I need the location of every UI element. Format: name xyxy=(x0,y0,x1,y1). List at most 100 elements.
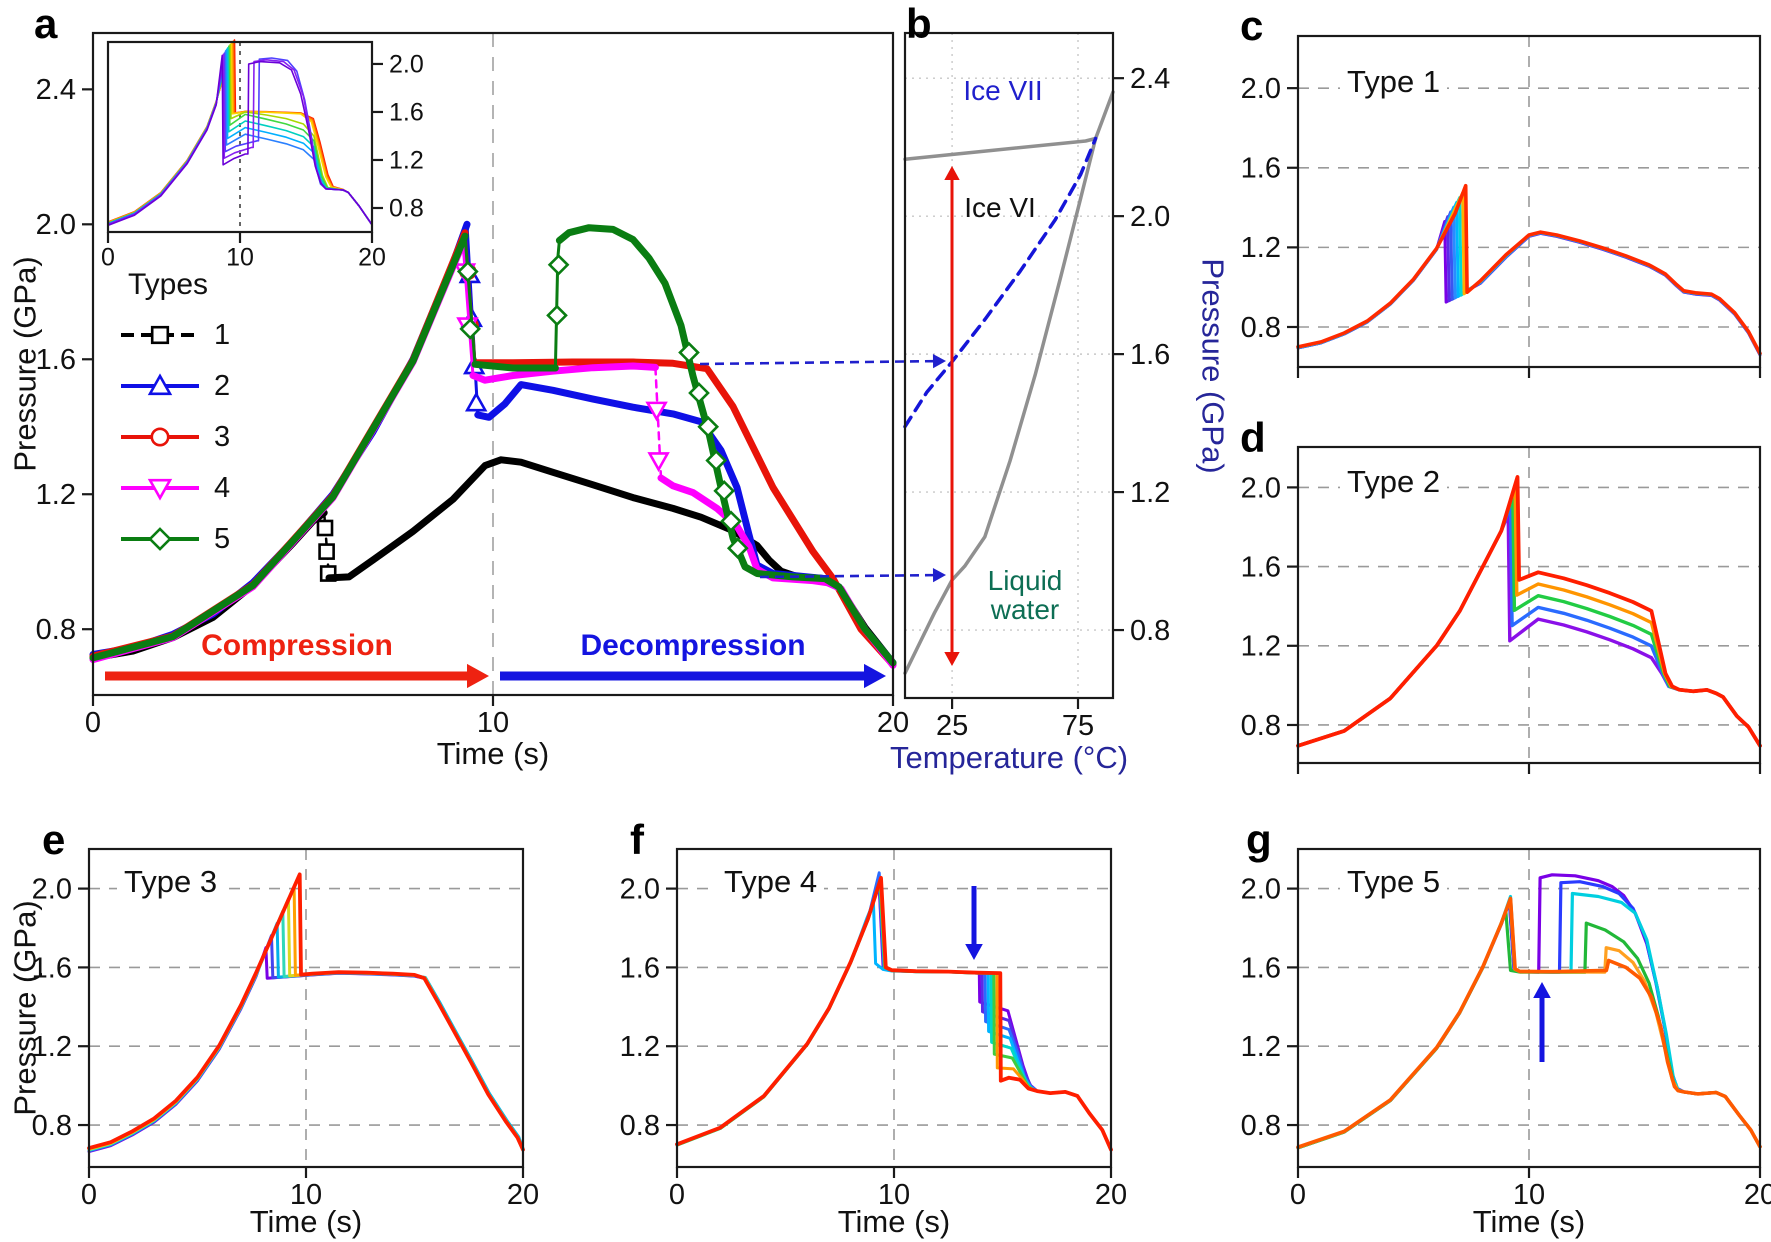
tick-label: 1.6 xyxy=(36,344,76,376)
g-transition-arrow xyxy=(1533,982,1551,1062)
tick-label: 10 xyxy=(290,1179,322,1211)
legend-item-5: 5 xyxy=(118,520,230,558)
b-y-axis-title: Pressure (GPa) xyxy=(1195,258,1231,474)
panel-e-title: Type 3 xyxy=(117,865,225,899)
tick-label: 1.2 xyxy=(32,1031,72,1063)
panel-letter-a: a xyxy=(34,0,58,47)
legend-label: 3 xyxy=(214,420,231,453)
series-type5-mid xyxy=(471,360,559,372)
series-melting-line xyxy=(903,136,1098,675)
legend-label: 4 xyxy=(214,471,231,504)
tick-label: 20 xyxy=(358,244,386,272)
panel-letter-c: c xyxy=(1240,2,1264,49)
series-type5-rise xyxy=(89,232,469,662)
legend-marker-circle xyxy=(121,427,199,447)
legend-marker-diamond xyxy=(121,527,199,551)
panel-a-inset: 0 10 200.8 1.2 1.6 2.0 xyxy=(101,39,424,272)
tick-label: 2.4 xyxy=(1130,63,1170,95)
tick-label: 25 xyxy=(936,710,968,742)
tick-label: 1.2 xyxy=(389,146,424,174)
tick-label: 2.0 xyxy=(1130,201,1170,233)
tick-label: 2.0 xyxy=(389,50,424,78)
panel-b: 25 75 0.8 1.2 1.6 2.0 2.4 xyxy=(903,31,1170,742)
panel-c-title: Type 1 xyxy=(1340,65,1448,99)
a-y-axis-title: Pressure (GPa) xyxy=(7,256,43,472)
legend-item-3: 3 xyxy=(118,418,230,456)
tick-label: 0 xyxy=(669,1179,685,1211)
tick-label: 0 xyxy=(101,244,115,272)
e-x-axis-title: Time (s) xyxy=(249,1204,363,1239)
tick-label: 0.8 xyxy=(1241,312,1281,344)
tick-label: 0 xyxy=(1290,1179,1306,1211)
tick-label: 1.6 xyxy=(620,952,660,984)
series-type5-drop xyxy=(463,234,477,366)
liquid-water-label: Liquid water xyxy=(987,565,1063,626)
tick-label: 1.2 xyxy=(1241,631,1281,663)
series-f8 xyxy=(675,875,1113,1152)
legend-item-2: 2 xyxy=(118,367,230,405)
tick-label: 1.6 xyxy=(1241,551,1281,583)
tick-label: 20 xyxy=(507,1179,539,1211)
tick-label: 1.6 xyxy=(1241,153,1281,185)
series-vi-vii-boundary xyxy=(903,90,1115,161)
tick-label: 2.0 xyxy=(36,209,76,241)
guide-lower-arrow xyxy=(759,567,946,583)
tick-label: 0.8 xyxy=(36,614,76,646)
legend-marker-triangle-up xyxy=(121,373,199,396)
series-c8 xyxy=(1296,183,1762,356)
legend-marker-square xyxy=(121,325,199,345)
tick-label: 20 xyxy=(1744,1179,1771,1211)
panel-g: 0 10 20 0.8 1.2 1.6 2.0 xyxy=(1241,847,1771,1211)
tick-label: 0 xyxy=(85,707,101,739)
e-y-axis-title: Pressure (GPa) xyxy=(7,900,43,1116)
panel-letter-b: b xyxy=(906,0,932,47)
tick-label: 10 xyxy=(226,244,254,272)
compression-arrow xyxy=(105,663,489,689)
phase-cycle-arrow xyxy=(944,166,960,666)
panel-f-title: Type 4 xyxy=(717,865,825,899)
decompression-label: Decompression xyxy=(580,629,806,662)
tick-label: 0 xyxy=(81,1179,97,1211)
legend-label: 2 xyxy=(214,369,231,402)
series-e7 xyxy=(87,872,525,1152)
tick-label: 1.2 xyxy=(620,1031,660,1063)
tick-label: 1.6 xyxy=(1241,952,1281,984)
tick-label: 0.8 xyxy=(32,1110,72,1142)
legend-marker-triangle-down xyxy=(121,478,199,501)
legend-label: 1 xyxy=(214,318,231,351)
panel-letter-d: d xyxy=(1240,414,1266,461)
panel-c: 0.8 1.2 1.6 2.0 xyxy=(1241,34,1762,378)
tick-label: 2.0 xyxy=(1241,73,1281,105)
ice-vi-label: Ice VI xyxy=(964,192,1036,223)
tick-label: 2.0 xyxy=(1241,873,1281,905)
series-g6 xyxy=(1296,896,1762,1149)
tick-label: 0.8 xyxy=(1241,710,1281,742)
panel-e: 0 10 20 0.8 1.2 1.6 2.0 xyxy=(32,847,539,1211)
tick-label: 20 xyxy=(1095,1179,1127,1211)
guide-upper-arrow xyxy=(699,354,946,369)
f-transition-arrow xyxy=(965,886,983,960)
g-x-axis-title: Time (s) xyxy=(1472,1204,1586,1239)
series-d5 xyxy=(1296,474,1762,748)
tick-label: 0.8 xyxy=(1130,615,1170,647)
a-x-axis-title: Time (s) xyxy=(436,736,550,771)
tick-label: 0.8 xyxy=(1241,1110,1281,1142)
series-vi-vii-extension xyxy=(903,136,1098,429)
tick-label: 2.0 xyxy=(32,873,72,905)
legend-title: Types xyxy=(128,268,209,301)
tick-label: 1.6 xyxy=(1130,339,1170,371)
compression-label: Compression xyxy=(201,629,393,662)
tick-label: 10 xyxy=(878,1179,910,1211)
legend-label: 5 xyxy=(214,522,231,555)
b-x-axis-title: Temperature (°C) xyxy=(889,740,1129,775)
tick-label: 10 xyxy=(477,707,509,739)
legend: Types 1 2 3 4 5 xyxy=(118,268,230,571)
series-inset-k0 xyxy=(107,54,373,227)
panel-letter-e: e xyxy=(42,816,66,863)
legend-item-1: 1 xyxy=(118,316,230,354)
tick-label: 1.2 xyxy=(1130,477,1170,509)
tick-label: 0.8 xyxy=(389,194,424,222)
panel-g-title: Type 5 xyxy=(1340,865,1448,899)
